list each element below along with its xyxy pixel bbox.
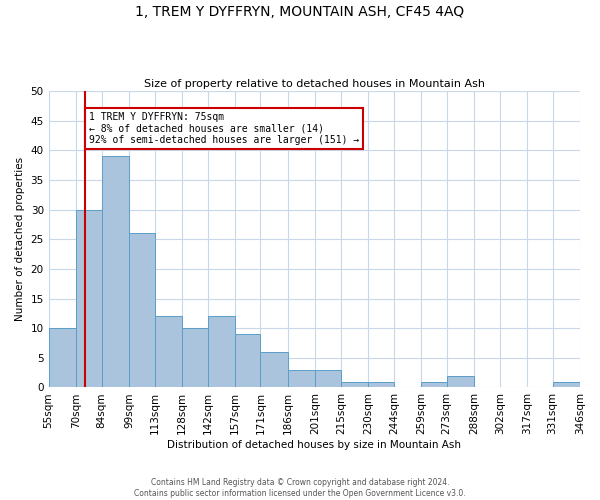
Bar xyxy=(341,382,368,388)
Bar xyxy=(315,370,341,388)
Bar xyxy=(368,382,394,388)
Bar xyxy=(447,376,474,388)
X-axis label: Distribution of detached houses by size in Mountain Ash: Distribution of detached houses by size … xyxy=(167,440,461,450)
Bar xyxy=(553,382,580,388)
Bar xyxy=(49,328,76,388)
Text: 1 TREM Y DYFFRYN: 75sqm
← 8% of detached houses are smaller (14)
92% of semi-det: 1 TREM Y DYFFRYN: 75sqm ← 8% of detached… xyxy=(89,112,359,145)
Bar xyxy=(235,334,260,388)
Bar xyxy=(182,328,208,388)
Bar xyxy=(288,370,315,388)
Bar xyxy=(101,156,129,388)
Bar xyxy=(421,382,447,388)
Text: Contains HM Land Registry data © Crown copyright and database right 2024.
Contai: Contains HM Land Registry data © Crown c… xyxy=(134,478,466,498)
Bar xyxy=(208,316,235,388)
Bar xyxy=(129,234,155,388)
Text: 1, TREM Y DYFFRYN, MOUNTAIN ASH, CF45 4AQ: 1, TREM Y DYFFRYN, MOUNTAIN ASH, CF45 4A… xyxy=(136,5,464,19)
Bar xyxy=(260,352,288,388)
Bar xyxy=(76,210,101,388)
Bar xyxy=(155,316,182,388)
Title: Size of property relative to detached houses in Mountain Ash: Size of property relative to detached ho… xyxy=(144,79,485,89)
Y-axis label: Number of detached properties: Number of detached properties xyxy=(15,157,25,322)
